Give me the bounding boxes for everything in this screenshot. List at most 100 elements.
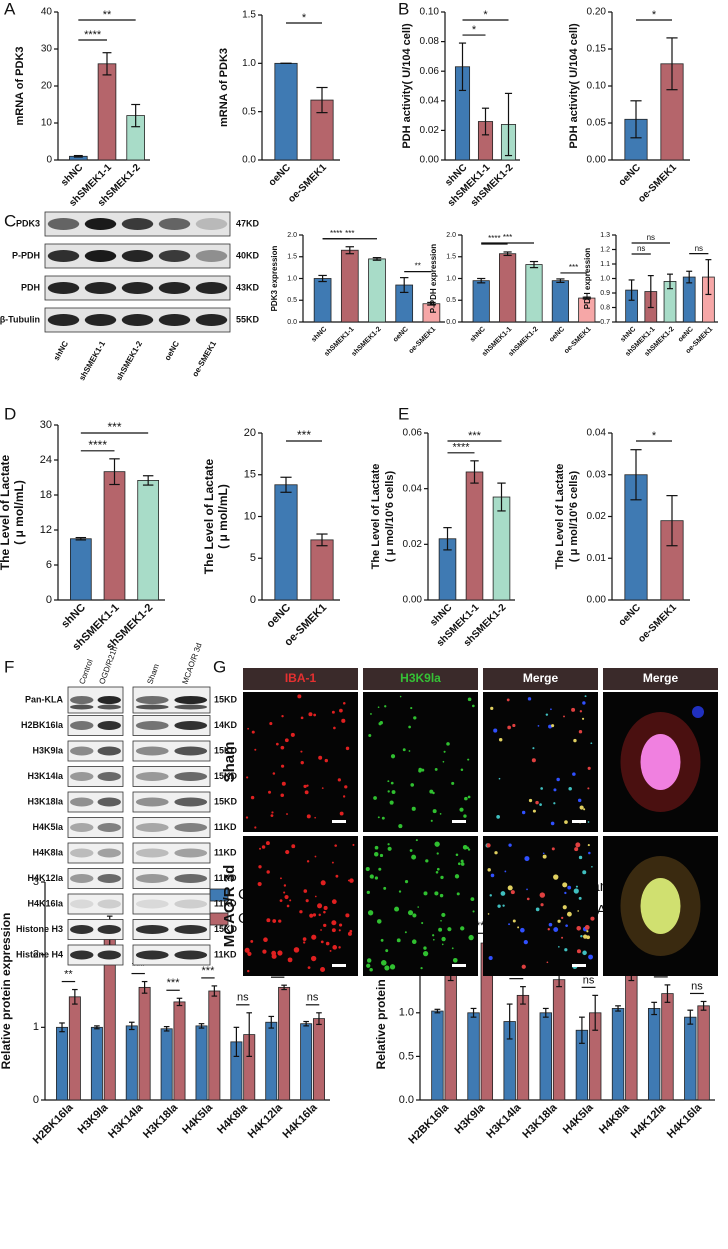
bar (125, 1025, 138, 1101)
significance-label: **** (84, 29, 102, 41)
cell-dot (297, 694, 302, 699)
blot-strip (67, 817, 124, 838)
cell-dot (266, 870, 270, 874)
blot-band (84, 218, 117, 230)
y-tick-label: 0.10 (420, 7, 440, 18)
cell-dot (472, 910, 475, 913)
bar (68, 996, 81, 1101)
blot-band (174, 696, 208, 704)
cell-dot (563, 715, 565, 718)
x-tick-label: oeNC (267, 162, 293, 188)
cell-dot (423, 946, 427, 950)
bar (551, 280, 569, 323)
cell-dot (304, 790, 309, 795)
y-tick-label: 0.8 (600, 304, 610, 311)
cell-dot (335, 874, 339, 878)
significance-label: ** (415, 262, 421, 271)
cell-dot (377, 706, 380, 709)
cell-dot (580, 934, 583, 938)
cell-dot (394, 906, 400, 912)
nucleus-dot (692, 706, 704, 718)
cell-dot (366, 890, 370, 895)
cell-dot (564, 891, 567, 895)
y-tick-label: 40 (41, 7, 53, 18)
y-axis-label: P-PDH expression (429, 244, 438, 313)
cell-dot (376, 919, 382, 924)
cell-dot (247, 969, 250, 973)
cell-dot (347, 931, 352, 936)
blot-lane-label: MCAO/R 3d (180, 642, 203, 686)
cell-dot (490, 873, 495, 878)
panel-label: C (4, 211, 16, 230)
y-tick-label: 2.0 (446, 232, 456, 239)
cell-dot (487, 913, 490, 915)
y-tick-label: 1.3 (600, 232, 610, 239)
blot-band (135, 899, 169, 909)
cell-dot (410, 783, 415, 787)
cell-dot (582, 950, 587, 956)
y-tick-label: 0.9 (600, 290, 610, 297)
blot-row-label: H3K14la (27, 771, 64, 781)
significance-label: **** (452, 442, 470, 454)
significance-label: ns (691, 980, 703, 992)
blot-band (158, 282, 191, 294)
cell-dot (521, 964, 526, 969)
cell-dot (396, 938, 401, 943)
cell-dot (587, 844, 590, 847)
blot-band (97, 772, 121, 781)
panel-label: F (4, 657, 14, 676)
cell-dot (300, 750, 303, 753)
blot-size-label: 11KD (214, 949, 237, 959)
bar (310, 539, 334, 601)
scale-bar (332, 964, 346, 967)
blot-strip (132, 919, 211, 940)
cell-dot (320, 880, 326, 886)
blot-row-label: H4K12la (27, 873, 64, 883)
cell-dot (462, 845, 468, 850)
significance-label: *** (468, 430, 482, 442)
y-tick-label: 1.0 (399, 1007, 414, 1019)
cell-dot (366, 963, 371, 968)
y-axis-label: PDK3 expression (270, 245, 279, 311)
x-tick-label: oeNC (677, 326, 695, 344)
bar (472, 280, 490, 323)
cell-dot (339, 708, 343, 713)
cell-dot (551, 724, 555, 728)
cell-dot (415, 839, 418, 842)
cell-dot (576, 926, 582, 931)
cell-dot (539, 803, 542, 806)
cell-dot (542, 854, 547, 859)
blot-row-label: PDK3 (16, 218, 40, 228)
blot-row-label: Pan-KLA (25, 694, 64, 704)
cell-dot (306, 860, 310, 863)
cell-dot (470, 897, 475, 902)
blot-band (121, 314, 154, 326)
cell-dot (391, 790, 396, 794)
cell-dot (504, 870, 507, 873)
significance-label: *** (345, 229, 354, 238)
cell-dot (520, 927, 525, 933)
x-tick-label: shNC (619, 326, 637, 344)
cell-dot (259, 847, 262, 850)
y-tick-label: 0.15 (587, 44, 607, 55)
y-tick-label: 18 (40, 489, 52, 501)
cell-dot (402, 748, 406, 752)
cell-dot (303, 941, 306, 944)
blot-row-label: H4K8la (32, 847, 64, 857)
cell-body (640, 878, 681, 934)
blot-size-label: 15KD (214, 796, 238, 806)
cell-dot (289, 899, 292, 902)
blot-band (174, 746, 208, 756)
cell-dot (380, 938, 384, 942)
cell-dot (342, 701, 346, 705)
y-tick-label: 20 (244, 427, 256, 439)
x-tick-label: H3K9la (453, 1101, 488, 1136)
cell-dot (280, 793, 285, 798)
cell-dot (399, 695, 402, 698)
x-tick-label: oeNC (392, 326, 410, 344)
cell-dot (564, 820, 568, 824)
significance-label: ** (103, 9, 112, 21)
micrograph (243, 836, 358, 976)
cell-dot (309, 913, 314, 918)
x-tick-label: H4K8la (215, 1101, 250, 1136)
